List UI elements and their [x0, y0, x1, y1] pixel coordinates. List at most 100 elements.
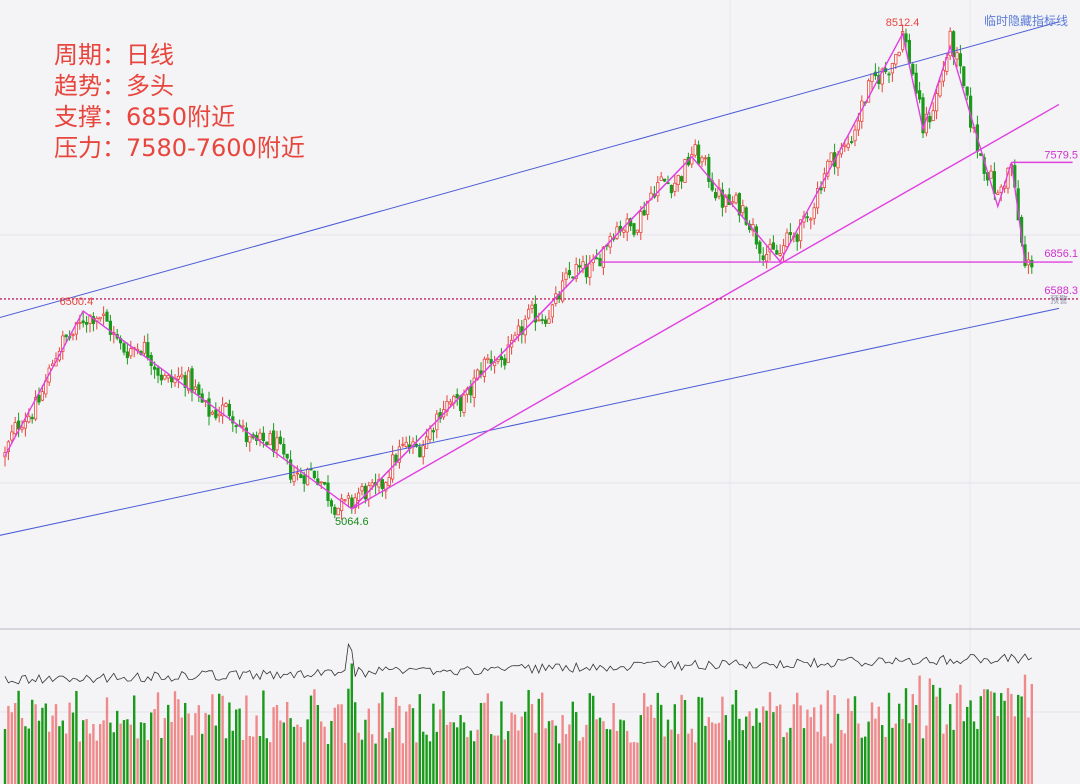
volume-bar [180, 717, 183, 784]
candle-body [34, 397, 38, 420]
volume-bar [962, 721, 965, 784]
label-level_mid: 6856.1 [1044, 248, 1078, 260]
volume-bar [731, 704, 734, 784]
candle-body [472, 377, 476, 398]
volume-bar [136, 738, 139, 784]
volume-bar [218, 693, 221, 784]
candle-body [397, 446, 402, 463]
volume-bar [187, 713, 190, 784]
volume-bar [483, 702, 486, 784]
volume-bar [724, 715, 727, 784]
volume-panel [3, 642, 1033, 784]
candle-body [288, 459, 293, 480]
candle-body [697, 144, 701, 165]
volume-bar [816, 731, 819, 784]
volume-bar [238, 708, 241, 784]
candle-body [16, 420, 21, 430]
volume-bar [116, 710, 119, 784]
volume-bar [48, 731, 51, 784]
candle-body [282, 443, 286, 455]
candle-body [356, 492, 361, 501]
candle-body [163, 374, 167, 380]
hide-indicator-lines-button[interactable]: 临时隐藏指标线 [983, 14, 1068, 28]
volume-bar [629, 742, 632, 784]
candle-body [676, 175, 680, 186]
label-small_tag: 预警 [1050, 294, 1068, 306]
volume-bar [626, 730, 629, 784]
volume-bar [969, 700, 972, 784]
volume-bar [932, 684, 935, 784]
volume-bar [92, 724, 95, 784]
candle-body [258, 432, 262, 441]
volume-bar [1030, 683, 1033, 784]
volume-bar [741, 730, 744, 784]
candle-body [183, 375, 187, 388]
volume-bar [544, 728, 547, 784]
volume-bar [432, 703, 435, 784]
candle-body [588, 263, 592, 278]
volume-bar [656, 692, 659, 784]
volume-bar [887, 692, 891, 784]
candle-body [799, 219, 803, 242]
candle-body [363, 485, 368, 500]
volume-bar [160, 737, 163, 784]
volume-bar [333, 707, 336, 784]
volume-bar [105, 697, 109, 784]
volume-bar [751, 725, 755, 784]
volume-bar [775, 706, 778, 784]
candle-body [669, 184, 674, 194]
candle-body [428, 428, 432, 440]
volume-bar [231, 730, 234, 784]
candle-body [846, 143, 850, 148]
volume-bar [792, 704, 795, 784]
candle-body [193, 386, 197, 390]
candle-body [248, 435, 252, 443]
volume-bar [595, 719, 598, 784]
volume-bar [14, 703, 17, 784]
volume-bar [452, 722, 455, 784]
volume-bar [388, 732, 391, 784]
candle-body [377, 479, 381, 488]
volume-bar [870, 702, 874, 784]
candle-body [152, 366, 157, 370]
candle-body [680, 176, 684, 182]
candle-body [445, 400, 449, 412]
volume-bar [935, 696, 938, 784]
candle-body [646, 200, 650, 215]
volume-bar [476, 729, 479, 784]
volume-bar [1003, 700, 1006, 784]
volume-bar [258, 736, 262, 784]
candle-body [210, 411, 214, 415]
volume-bar [364, 719, 367, 784]
volume-bar [435, 731, 438, 784]
candle-body [928, 116, 932, 123]
volume-bar [728, 740, 731, 784]
volume-bar [802, 728, 806, 784]
volume-bar [449, 721, 452, 784]
volume-bar [989, 691, 993, 784]
volume-bar [486, 693, 489, 784]
candle-body [278, 436, 283, 444]
candle-body [567, 270, 572, 276]
volume-bar [425, 734, 428, 784]
candle-body [268, 433, 272, 446]
volume-bar [558, 743, 561, 784]
candle-body [805, 216, 810, 219]
volume-bar [282, 722, 285, 784]
candle-body [938, 81, 942, 97]
volume-bar [683, 700, 687, 784]
support-text: 支撑：6850附近 [54, 103, 236, 131]
candle-body [285, 453, 289, 459]
volume-bar [857, 723, 860, 784]
volume-bar [357, 732, 360, 784]
candle-body [754, 226, 759, 245]
candle-body [765, 254, 769, 262]
volume-bar [150, 712, 153, 784]
volume-bar [102, 720, 105, 784]
candle-body [584, 263, 589, 278]
candle-body [581, 261, 585, 270]
volume-bar [75, 690, 78, 784]
candle-body [503, 358, 507, 366]
candle-body [401, 443, 405, 446]
candle-body [816, 188, 820, 209]
